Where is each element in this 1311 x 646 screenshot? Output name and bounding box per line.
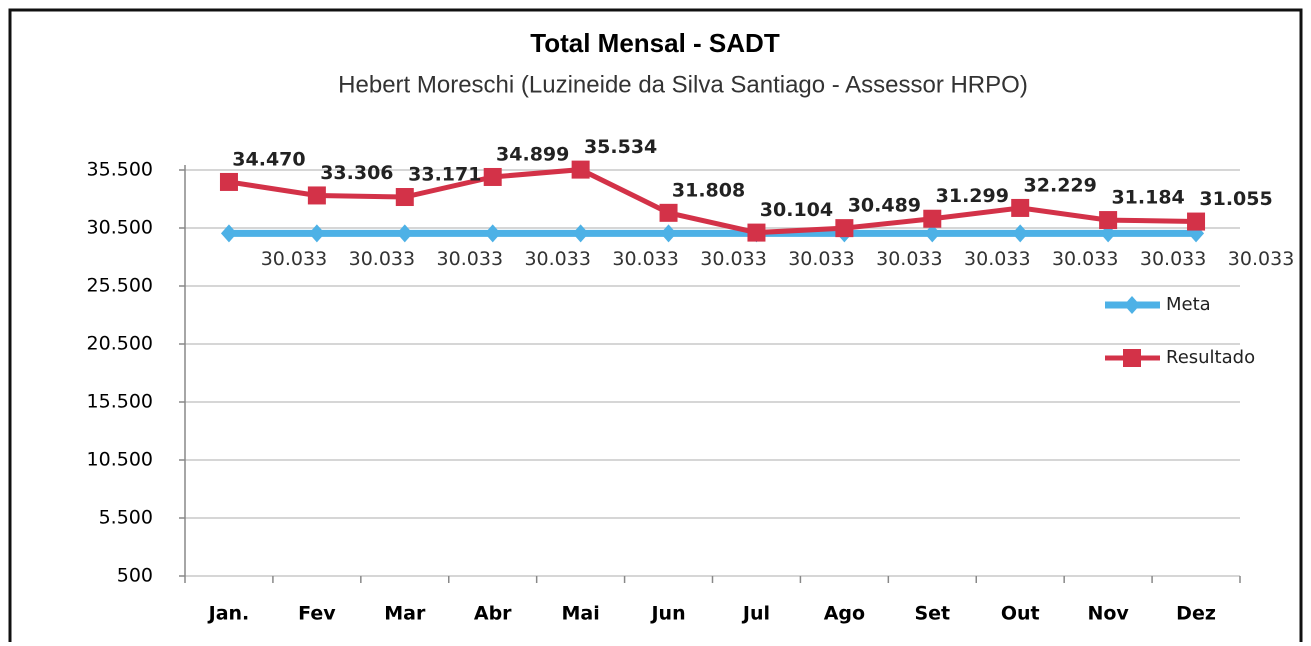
- data-label: 32.229: [1024, 174, 1097, 196]
- marker: [395, 188, 414, 207]
- data-label: 30.033: [788, 248, 854, 270]
- data-label: 30.033: [349, 248, 415, 270]
- data-label: 30.033: [1052, 248, 1118, 270]
- marker: [571, 160, 590, 179]
- data-label: 31.184: [1111, 187, 1184, 209]
- data-label: 31.808: [672, 179, 745, 201]
- marker: [1011, 198, 1030, 217]
- marker: [1099, 211, 1118, 230]
- x-tick-label: Dez: [1176, 603, 1216, 625]
- data-label: 30.033: [261, 248, 327, 270]
- x-tick-label: Fev: [298, 603, 336, 625]
- y-tick-label: 10.500: [87, 449, 153, 471]
- data-label: 30.033: [612, 248, 678, 270]
- data-label: 33.171: [408, 164, 481, 186]
- data-label: 30.033: [524, 248, 590, 270]
- data-label: 30.033: [876, 248, 942, 270]
- marker: [747, 223, 766, 242]
- x-tick-label: Out: [1001, 603, 1040, 625]
- data-label: 31.055: [1199, 188, 1272, 210]
- series-line: [228, 167, 1197, 236]
- marker: [307, 186, 326, 205]
- marker: [923, 209, 942, 228]
- x-tick-label: Ago: [824, 603, 865, 625]
- data-label: 30.033: [1140, 248, 1206, 270]
- y-tick-label: 25.500: [87, 275, 153, 297]
- y-tick-label: 15.500: [87, 391, 153, 413]
- legend-marker: [1123, 349, 1141, 367]
- y-tick-label: 35.500: [87, 159, 153, 181]
- data-label: 30.033: [437, 248, 503, 270]
- data-label: 30.033: [964, 248, 1030, 270]
- y-tick-label: 500: [117, 565, 153, 587]
- y-tick-label: 30.500: [87, 217, 153, 239]
- data-label: 34.470: [232, 148, 305, 170]
- chart-frame: [8, 8, 1303, 646]
- x-tick-label: Set: [914, 603, 950, 625]
- marker: [396, 224, 413, 243]
- marker: [220, 224, 237, 243]
- marker: [924, 224, 941, 243]
- data-label: 31.299: [936, 185, 1009, 207]
- x-tick-label: Mar: [384, 603, 426, 625]
- data-label: 30.033: [700, 248, 766, 270]
- x-tick-label: Abr: [474, 603, 512, 625]
- x-tick-label: Jun: [649, 603, 685, 625]
- marker: [484, 224, 501, 243]
- marker: [308, 224, 325, 243]
- legend-label: Resultado: [1166, 347, 1255, 368]
- x-tick-label: Jul: [741, 603, 770, 625]
- chart-title: Total Mensal - SADT: [530, 28, 780, 58]
- x-tick-label: Jan.: [207, 603, 250, 625]
- data-label: 30.104: [760, 199, 833, 221]
- y-tick-label: 5.500: [99, 507, 153, 529]
- marker: [1187, 212, 1206, 231]
- chart-subtitle: Hebert Moreschi (Luzineide da Silva Sant…: [338, 71, 1028, 98]
- marker: [219, 172, 238, 191]
- y-tick-label: 20.500: [87, 333, 153, 355]
- marker: [1012, 224, 1029, 243]
- legend-label: Meta: [1166, 294, 1211, 315]
- data-label: 30.033: [1228, 248, 1294, 270]
- data-label: 30.489: [848, 195, 921, 217]
- marker: [572, 224, 589, 243]
- marker: [483, 167, 502, 186]
- data-label: 33.306: [320, 162, 393, 184]
- x-tick-label: Mai: [562, 603, 600, 625]
- data-label: 35.534: [584, 136, 657, 158]
- x-tick-label: Nov: [1087, 603, 1129, 625]
- legend-marker: [1124, 296, 1140, 314]
- marker: [660, 224, 677, 243]
- data-label: 34.899: [496, 143, 569, 165]
- marker: [835, 219, 854, 238]
- marker: [659, 203, 678, 222]
